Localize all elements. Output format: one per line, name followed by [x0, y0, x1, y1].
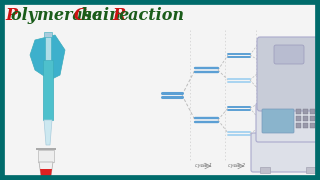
Bar: [303, 123, 308, 128]
Text: cycle 1: cycle 1: [196, 163, 212, 168]
Bar: [296, 123, 301, 128]
Polygon shape: [44, 120, 52, 145]
FancyBboxPatch shape: [256, 103, 320, 142]
Bar: [310, 109, 315, 114]
Bar: [310, 116, 315, 121]
FancyBboxPatch shape: [251, 133, 320, 172]
Bar: [38, 150, 54, 162]
Text: olymerase: olymerase: [11, 8, 108, 24]
Text: cycle 3: cycle 3: [259, 163, 276, 168]
Text: hain: hain: [81, 8, 126, 24]
Bar: [310, 123, 315, 128]
Text: R: R: [112, 8, 125, 24]
Text: C: C: [74, 8, 87, 24]
Bar: [296, 116, 301, 121]
FancyBboxPatch shape: [262, 109, 294, 133]
Text: cycle 2: cycle 2: [228, 163, 245, 168]
Bar: [260, 167, 270, 173]
Text: P: P: [5, 8, 17, 24]
Bar: [36, 148, 56, 150]
Bar: [43, 60, 53, 120]
Bar: [303, 116, 308, 121]
FancyBboxPatch shape: [274, 45, 304, 64]
Bar: [306, 167, 316, 173]
Bar: [296, 109, 301, 114]
Polygon shape: [39, 162, 53, 176]
Polygon shape: [30, 35, 65, 80]
Polygon shape: [40, 169, 52, 176]
Bar: [303, 109, 308, 114]
Bar: [45, 35, 51, 60]
FancyBboxPatch shape: [257, 37, 320, 111]
Text: eaction: eaction: [118, 8, 184, 24]
Bar: [44, 32, 52, 37]
